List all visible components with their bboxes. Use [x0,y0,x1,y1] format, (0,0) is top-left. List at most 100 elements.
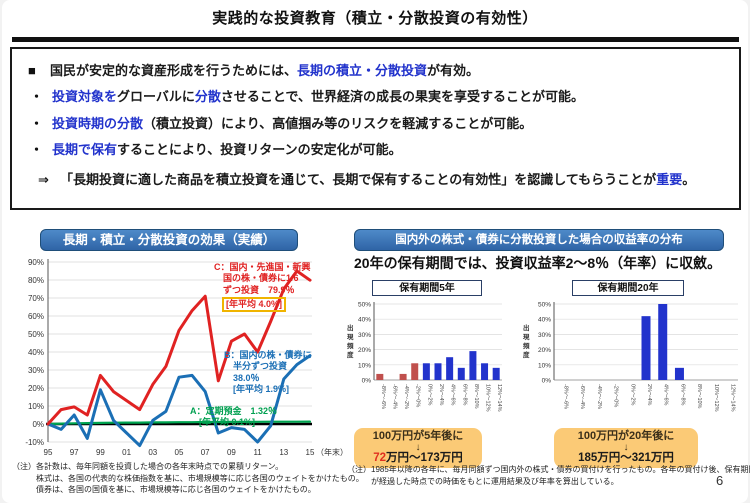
right-section-header: 国内外の株式・債券に分散投資した場合の収益率の分布 [354,229,724,251]
svg-text:0%～2%: 0%～2% [426,384,432,406]
svg-text:-2%～0%: -2%～0% [415,384,421,407]
bullet-main: ■ 国民が安定的な資産形成を行うためには、長期の積立・分散投資が有効。 [28,63,725,79]
svg-text:現: 現 [523,332,530,341]
svg-text:01: 01 [122,448,131,457]
result-box-5yr-line1: 100万円が5年後に [372,430,464,442]
svg-text:20%: 20% [538,347,551,354]
series-a-annotation: A：定期預金 1.32％ [年平均 0.1%] [190,406,278,428]
bullet-longterm: ・長期で保有することにより、投資リターンの安定化が可能。 [28,142,725,158]
series-b-annotation: B：国内の株・債券に 半分ずつ投資 38.0％ [年平均 1.9%] [224,350,312,394]
svg-text:0%: 0% [542,378,552,385]
result-box-5yr-range: 72万円～173万円 [373,451,463,464]
bullet-longterm-text: 長期で保有することにより、投資リターンの安定化が可能。 [52,141,402,157]
svg-text:07: 07 [201,448,210,457]
holding-5yr-block: 保有期間5年 0% 10% 20% 30% 40% 50% 出現頻度 -8%～-6% -6%～-… [344,280,506,432]
conclusion-text: 「長期投資に適した商品を積立投資を通じて、長期で保有することの有効性」を認識して… [60,172,696,187]
svg-text:09: 09 [227,448,236,457]
svg-text:50%: 50% [358,302,371,309]
svg-text:出: 出 [347,323,354,332]
svg-text:50%: 50% [538,302,551,309]
svg-text:11: 11 [253,448,262,457]
series-c-annotation: C：国内・先進国・新興 国の株・債券に1/6 ずつ投資 79.9％ [年平均 4… [214,262,311,312]
svg-text:40%: 40% [538,317,551,324]
svg-text:40%: 40% [28,348,44,357]
down-arrow-icon: ↓ [623,441,629,453]
svg-text:10%～12%: 10%～12% [485,384,491,412]
svg-text:10%～12%: 10%～12% [713,384,719,412]
svg-text:-2%～0%: -2%～0% [613,384,619,407]
svg-text:現: 現 [347,332,354,341]
holding-20yr-label: 保有期間20年 [572,280,684,296]
svg-text:40%: 40% [358,317,371,324]
dot-bullet-icon: ・ [30,115,44,131]
svg-text:30%: 30% [28,366,44,375]
svg-text:03: 03 [148,448,157,457]
svg-text:20%: 20% [28,384,44,393]
svg-text:6%～8%: 6%～8% [679,384,685,406]
svg-text:2%～4%: 2%～4% [438,384,444,406]
bullet-timing-text: 投資時期の分散（積立投資）により、高値掴み等のリスクを軽減することが可能。 [52,115,533,131]
bullet-main-text: 国民が安定的な資産形成を行うためには、長期の積立・分散投資が有効。 [50,63,480,78]
cumulative-return-line-chart: C：国内・先進国・新興 国の株・債券に1/6 ずつ投資 79.9％ [年平均 4… [18,254,352,464]
holding-5yr-histogram: 0% 10% 20% 30% 40% 50% 出現頻度 -8%～-6% -6%～-4% -4%～-… [344,298,506,432]
result-box-20yr-range: 185万円～321万円 [578,451,674,464]
svg-text:頻: 頻 [347,341,354,350]
svg-text:度: 度 [523,350,530,359]
svg-text:0%: 0% [32,420,44,429]
svg-text:0%～2%: 0%～2% [629,384,635,406]
page-number: 6 [716,473,724,488]
svg-text:10%: 10% [358,362,371,369]
svg-text:度: 度 [347,350,354,359]
arrow-right-icon: ⇒ [38,172,49,187]
svg-text:出: 出 [523,323,530,332]
svg-text:05: 05 [175,448,184,457]
svg-text:90%: 90% [28,258,44,267]
svg-text:2%～4%: 2%～4% [646,384,652,406]
svg-text:80%: 80% [28,276,44,285]
holding-5yr-label: 保有期間5年 [372,280,482,296]
svg-text:30%: 30% [358,332,371,339]
svg-text:99: 99 [96,448,105,457]
svg-text:60%: 60% [28,312,44,321]
title-divider [12,37,739,42]
holding-20yr-histogram: 0% 10% 20% 30% 40% 50% 出現頻度 -8%～-6% -6%～-4% -4%～-… [520,298,746,432]
left-chart-header: 長期・積立・分散投資の効果（実績） [40,229,298,251]
page-title: 実践的な投資教育（積立・分散投資の有効性） [212,10,538,27]
svg-text:-10%: -10% [25,438,44,447]
square-bullet-icon: ■ [28,63,36,78]
svg-text:8%～10%: 8%～10% [473,384,479,409]
holding-20yr-block: 保有期間20年 0% 10% 20% 30% 40% 50% 出現頻度 -8%～-6% -6%～… [520,280,746,432]
svg-text:20%: 20% [358,347,371,354]
left-footnote: （注）各計数は、毎年同額を投資した場合の各年末時点での累積リターン。 株式は、各… [12,462,364,495]
result-box-5yr: 100万円が5年後に ↓ 72万円～173万円 [354,428,482,468]
result-box-20yr-line1: 100万円が20年後に [577,430,675,442]
svg-text:0%: 0% [362,378,372,385]
series-c-average-badge: [年平均 4.0%] [222,296,287,312]
svg-text:-4%～-2%: -4%～-2% [403,384,409,409]
svg-text:-8%～-6%: -8%～-6% [562,384,568,409]
svg-text:70%: 70% [28,294,44,303]
bullet-timing: ・投資時期の分散（積立投資）により、高値掴み等のリスクを軽減することが可能。 [28,116,725,132]
svg-text:8%～10%: 8%～10% [696,384,702,409]
svg-text:13: 13 [279,448,288,457]
svg-text:頻: 頻 [523,341,530,350]
svg-text:（年末）: （年末） [316,447,348,457]
svg-text:-6%～-4%: -6%～-4% [579,384,585,409]
svg-text:6%～8%: 6%～8% [461,384,467,406]
svg-text:-6%～-4%: -6%～-4% [391,384,397,409]
svg-text:30%: 30% [538,332,551,339]
dot-bullet-icon: ・ [30,89,44,105]
result-box-20yr: 100万円が20年後に ↓ 185万円～321万円 [554,428,698,468]
dot-bullet-icon: ・ [30,141,44,157]
right-section-lead: 20年の保有期間では、投資収益率2～8％（年率）に収斂。 [354,255,722,271]
conclusion-line: ⇒ 「長期投資に適した商品を積立投資を通じて、長期で保有することの有効性」を認識し… [28,172,725,188]
svg-text:-8%～-6%: -8%～-6% [380,384,386,409]
bullet-diversify-target-text: 投資対象をグローバルに分散させることで、世界経済の成長の果実を享受することが可能… [52,89,584,105]
svg-text:95: 95 [44,448,53,457]
svg-text:15: 15 [306,448,315,457]
right-footnote: （注）1985年以降の各年に、毎月同額ずつ国内外の株式・債券の買付けを行ったもの… [347,465,750,486]
summary-box: ■ 国民が安定的な資産形成を行うためには、長期の積立・分散投資が有効。 ・投資対象… [10,47,741,210]
svg-text:12%～14%: 12%～14% [730,384,736,412]
